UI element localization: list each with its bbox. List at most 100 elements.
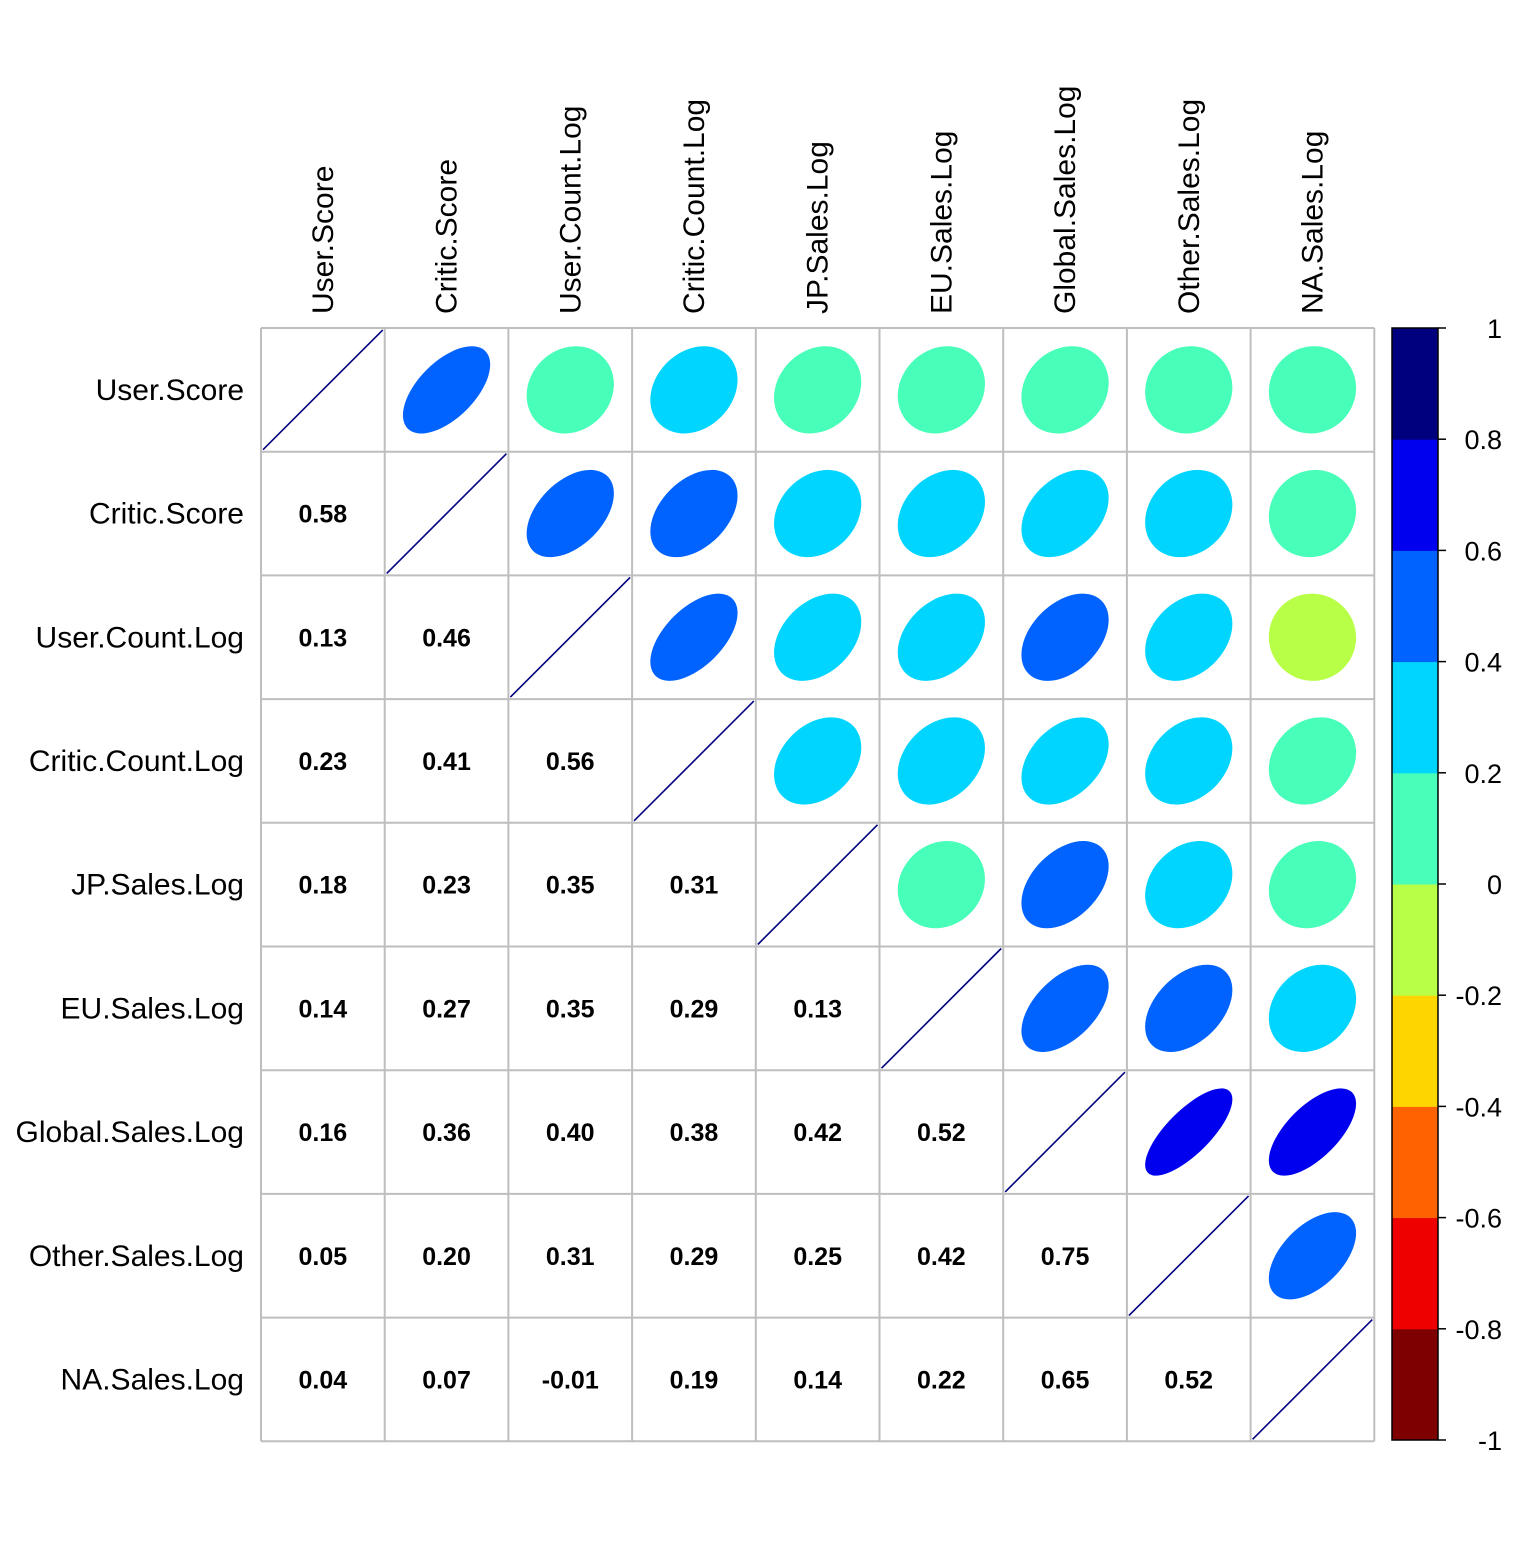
ellipse-JP.Sales.Log-Other.Sales.Log bbox=[1145, 841, 1233, 929]
corr-label-NA.Sales.Log-JP.Sales.Log: 0.14 bbox=[793, 1366, 842, 1394]
colorbar-tick-label: 1 bbox=[1487, 314, 1502, 344]
colorbar-tick-label: -0.2 bbox=[1455, 981, 1502, 1011]
colorbar-tick-label: -0.6 bbox=[1455, 1204, 1502, 1234]
corr-label-EU.Sales.Log-User.Count.Log: 0.35 bbox=[546, 995, 595, 1023]
colorbar-tick-label: 0.2 bbox=[1464, 759, 1502, 789]
corr-label-JP.Sales.Log-User.Score: 0.18 bbox=[299, 872, 348, 900]
ellipse-Critic.Score-NA.Sales.Log bbox=[1268, 469, 1357, 558]
corr-label-JP.Sales.Log-Critic.Score: 0.23 bbox=[422, 872, 471, 900]
row-label-Global.Sales.Log: Global.Sales.Log bbox=[16, 1116, 245, 1149]
colorbar-tick-label: -1 bbox=[1478, 1426, 1502, 1456]
corr-label-JP.Sales.Log-Critic.Count.Log: 0.31 bbox=[670, 872, 719, 900]
diagonal-line bbox=[1128, 1195, 1250, 1317]
diagonal-line bbox=[262, 329, 384, 451]
colorbar-band bbox=[1392, 550, 1438, 663]
corr-label-Global.Sales.Log-JP.Sales.Log: 0.42 bbox=[793, 1119, 842, 1147]
corr-label-Global.Sales.Log-Critic.Count.Log: 0.38 bbox=[670, 1119, 719, 1147]
corr-label-Other.Sales.Log-User.Count.Log: 0.31 bbox=[546, 1243, 595, 1271]
corr-label-NA.Sales.Log-Global.Sales.Log: 0.65 bbox=[1041, 1366, 1090, 1394]
diagonal-line bbox=[633, 700, 755, 822]
corr-label-EU.Sales.Log-Critic.Score: 0.27 bbox=[422, 995, 471, 1023]
corr-label-User.Count.Log-Critic.Score: 0.46 bbox=[422, 624, 471, 652]
corr-label-NA.Sales.Log-User.Score: 0.04 bbox=[299, 1366, 348, 1394]
colorbar-band bbox=[1392, 1106, 1438, 1219]
ellipse-Global.Sales.Log-Other.Sales.Log bbox=[1145, 1088, 1233, 1176]
corr-label-EU.Sales.Log-User.Score: 0.14 bbox=[299, 995, 348, 1023]
col-label-JP.Sales.Log: JP.Sales.Log bbox=[802, 141, 835, 314]
corr-label-Global.Sales.Log-User.Score: 0.16 bbox=[299, 1119, 348, 1147]
diagonal-line bbox=[1252, 1319, 1373, 1440]
ellipse-Other.Sales.Log-NA.Sales.Log bbox=[1268, 1212, 1357, 1300]
ellipse-EU.Sales.Log-Global.Sales.Log bbox=[1021, 964, 1109, 1052]
ellipse-User.Score-User.Count.Log bbox=[526, 346, 614, 434]
row-label-Critic.Score: Critic.Score bbox=[89, 498, 244, 531]
ellipse-User.Count.Log-Global.Sales.Log bbox=[1021, 593, 1109, 681]
diagonal-line bbox=[386, 453, 507, 574]
ellipse-Critic.Count.Log-Other.Sales.Log bbox=[1145, 717, 1233, 805]
corr-label-JP.Sales.Log-User.Count.Log: 0.35 bbox=[546, 872, 595, 900]
colorbar-band bbox=[1392, 995, 1438, 1107]
corr-label-Critic.Count.Log-Critic.Score: 0.41 bbox=[422, 748, 471, 776]
row-label-User.Score: User.Score bbox=[96, 374, 244, 407]
ellipse-User.Count.Log-Other.Sales.Log bbox=[1145, 593, 1233, 681]
ellipse-User.Count.Log-Critic.Count.Log bbox=[650, 593, 738, 681]
corr-label-Global.Sales.Log-User.Count.Log: 0.40 bbox=[546, 1119, 595, 1147]
corr-label-Other.Sales.Log-Critic.Count.Log: 0.29 bbox=[670, 1243, 719, 1271]
ellipse-Critic.Score-EU.Sales.Log bbox=[897, 469, 985, 558]
col-label-NA.Sales.Log: NA.Sales.Log bbox=[1296, 131, 1329, 314]
colorbar-tick-label: -0.4 bbox=[1455, 1092, 1502, 1122]
ellipse-Critic.Count.Log-Global.Sales.Log bbox=[1021, 717, 1109, 805]
corr-label-EU.Sales.Log-Critic.Count.Log: 0.29 bbox=[670, 995, 719, 1023]
diagonal-line bbox=[757, 824, 879, 946]
corr-label-Other.Sales.Log-Critic.Score: 0.20 bbox=[422, 1243, 471, 1271]
colorbar-band bbox=[1392, 439, 1438, 551]
ellipse-EU.Sales.Log-NA.Sales.Log bbox=[1268, 964, 1357, 1052]
colorbar-tick-label: -0.8 bbox=[1455, 1315, 1502, 1345]
col-label-Global.Sales.Log: Global.Sales.Log bbox=[1049, 86, 1082, 315]
corr-label-NA.Sales.Log-Other.Sales.Log: 0.52 bbox=[1164, 1366, 1213, 1394]
ellipse-User.Score-Critic.Score bbox=[402, 346, 491, 434]
ellipse-User.Score-Critic.Count.Log bbox=[650, 346, 738, 434]
ellipse-Global.Sales.Log-NA.Sales.Log bbox=[1268, 1088, 1357, 1176]
col-label-User.Score: User.Score bbox=[307, 166, 340, 314]
corr-label-NA.Sales.Log-User.Count.Log: -0.01 bbox=[542, 1366, 599, 1394]
corr-label-Global.Sales.Log-Critic.Score: 0.36 bbox=[422, 1119, 471, 1147]
ellipse-User.Score-EU.Sales.Log bbox=[897, 346, 985, 434]
corr-label-NA.Sales.Log-Critic.Count.Log: 0.19 bbox=[670, 1366, 719, 1394]
col-label-Critic.Count.Log: Critic.Count.Log bbox=[678, 99, 711, 314]
corr-label-Critic.Count.Log-User.Count.Log: 0.56 bbox=[546, 748, 595, 776]
row-label-EU.Sales.Log: EU.Sales.Log bbox=[61, 992, 244, 1025]
ellipse-User.Count.Log-EU.Sales.Log bbox=[897, 593, 985, 681]
diagonal-line bbox=[1004, 1071, 1126, 1193]
row-label-User.Count.Log: User.Count.Log bbox=[36, 621, 244, 654]
colorbar-band bbox=[1392, 1217, 1438, 1330]
ellipse-EU.Sales.Log-Other.Sales.Log bbox=[1145, 964, 1233, 1052]
colorbar-tick-label: 0 bbox=[1487, 870, 1502, 900]
row-label-JP.Sales.Log: JP.Sales.Log bbox=[71, 869, 244, 902]
ellipse-Critic.Count.Log-EU.Sales.Log bbox=[897, 717, 985, 805]
ellipse-Critic.Score-Global.Sales.Log bbox=[1021, 469, 1109, 558]
colorbar-band bbox=[1392, 1328, 1438, 1441]
col-label-EU.Sales.Log: EU.Sales.Log bbox=[925, 131, 958, 314]
corr-label-Critic.Score-User.Score: 0.58 bbox=[299, 501, 348, 529]
corr-label-NA.Sales.Log-Critic.Score: 0.07 bbox=[422, 1366, 471, 1394]
colorbar-band bbox=[1392, 772, 1438, 885]
row-label-NA.Sales.Log: NA.Sales.Log bbox=[61, 1363, 244, 1396]
corr-label-Other.Sales.Log-JP.Sales.Log: 0.25 bbox=[793, 1243, 842, 1271]
colorbar-band bbox=[1392, 328, 1438, 440]
col-label-Critic.Score: Critic.Score bbox=[431, 159, 464, 314]
corr-label-Other.Sales.Log-Global.Sales.Log: 0.75 bbox=[1041, 1243, 1090, 1271]
ellipse-JP.Sales.Log-NA.Sales.Log bbox=[1268, 841, 1357, 929]
corr-label-Other.Sales.Log-User.Score: 0.05 bbox=[299, 1243, 348, 1271]
col-label-Other.Sales.Log: Other.Sales.Log bbox=[1173, 99, 1206, 314]
ellipse-User.Score-Other.Sales.Log bbox=[1145, 346, 1233, 434]
ellipse-User.Score-NA.Sales.Log bbox=[1268, 346, 1357, 434]
ellipse-JP.Sales.Log-Global.Sales.Log bbox=[1021, 841, 1109, 929]
ellipse-Critic.Count.Log-JP.Sales.Log bbox=[774, 717, 862, 805]
col-label-User.Count.Log: User.Count.Log bbox=[554, 106, 587, 314]
diagonal-line bbox=[880, 947, 1002, 1069]
ellipse-Critic.Score-User.Count.Log bbox=[526, 469, 614, 558]
diagonal-line bbox=[509, 576, 631, 698]
